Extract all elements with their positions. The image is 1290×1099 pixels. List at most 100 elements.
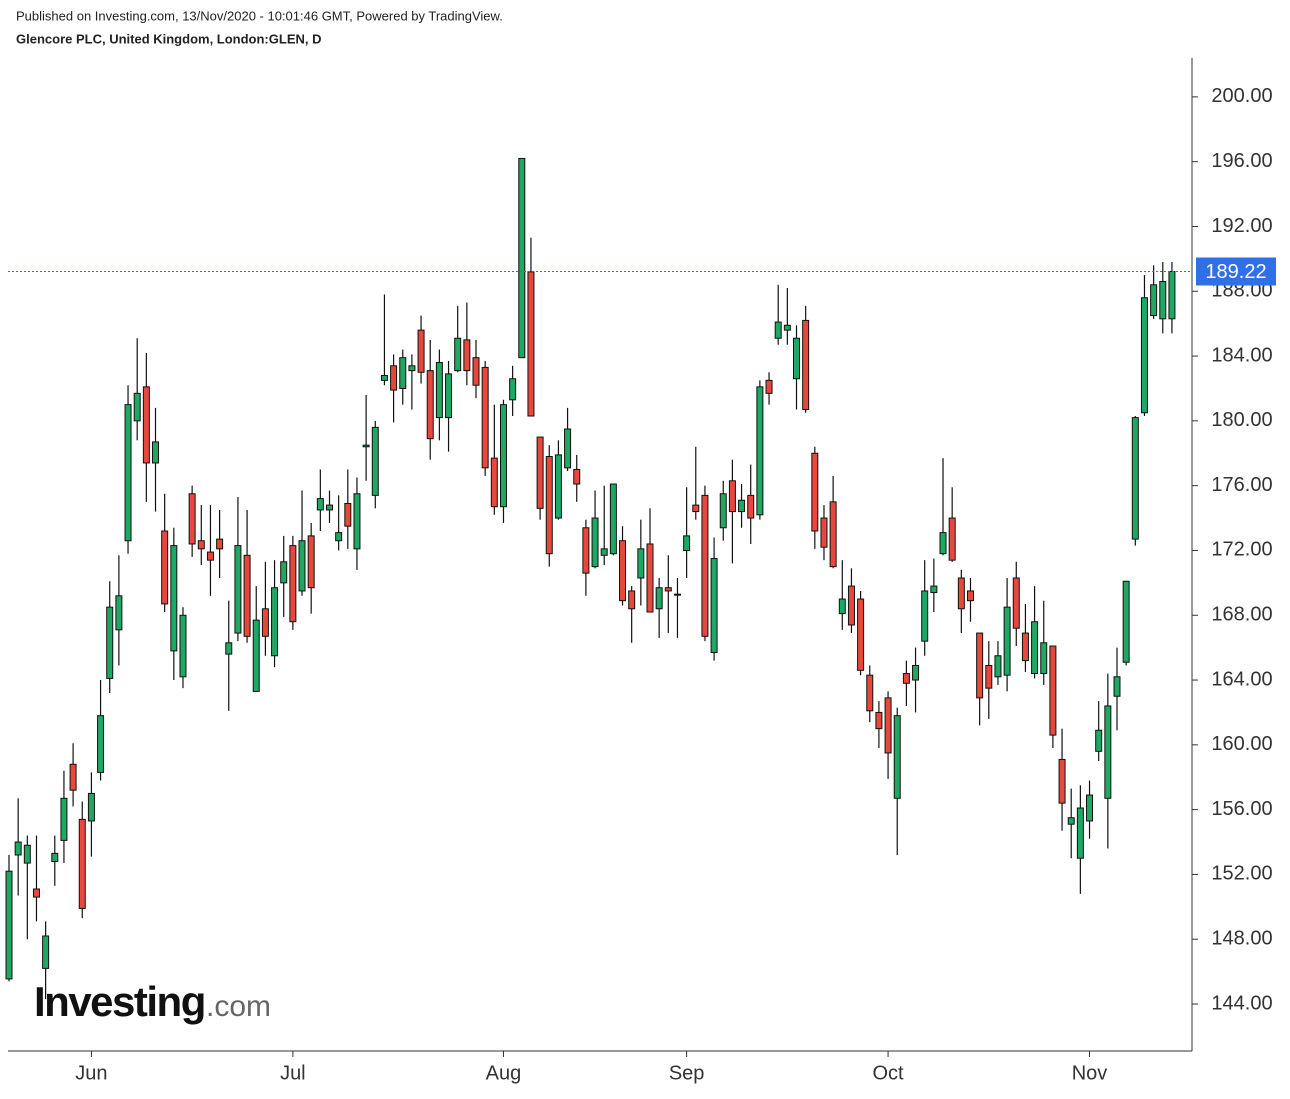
candle-body [554,454,562,519]
candle-body [527,271,535,417]
y-tick-label: 168.00 [1211,604,1272,626]
candle-body [1003,606,1011,676]
candle-body [765,379,773,394]
candle-body [133,392,141,422]
candle-body [188,493,196,545]
candle-body [142,386,150,464]
candle-body [289,545,297,623]
y-tick-label: 156.00 [1211,798,1272,820]
candle-body [829,501,837,568]
candle-body [728,480,736,513]
candle-body [1113,676,1121,697]
candle-body [683,535,691,551]
candle-body [23,844,31,864]
candle-body [591,517,599,568]
candle-body [206,551,214,561]
candle-body [1058,758,1066,804]
candle-body [69,763,77,791]
candle-body [298,540,306,592]
candle-body [42,935,50,969]
candle-body [445,373,453,419]
candle-body [399,357,407,389]
candle-body [307,535,315,589]
candle-body [573,468,581,485]
candle-body [1159,281,1167,320]
candle-body [316,498,324,511]
candle-body [509,378,517,401]
x-tick-label: Oct [873,1062,905,1084]
candle-body [564,428,572,469]
y-tick-label: 172.00 [1211,539,1272,561]
candle-body [252,619,260,692]
candle-body [1122,580,1130,663]
candle-body [344,502,352,527]
candle-body [609,483,617,555]
candle-body [1012,577,1020,629]
candle-body [692,504,700,513]
candle-body [747,494,755,519]
candle-body [362,444,370,448]
candle-body [170,545,178,652]
candle-body [197,540,205,550]
candle-body [756,386,764,516]
candle-body [1140,297,1148,414]
candle-body [371,426,379,496]
candle-body [793,337,801,380]
candle-body [994,655,1002,678]
x-tick-label: Nov [1072,1062,1108,1084]
y-tick-label: 176.00 [1211,474,1272,496]
x-tick-label: Jul [280,1062,306,1084]
candle-body [5,870,13,980]
candle-body [1076,807,1084,859]
last-price-label: 189.22 [1205,261,1266,283]
candle-body [115,595,123,631]
candle-body [353,493,361,550]
candle-body [774,321,782,339]
candle-body [225,642,233,655]
y-tick-label: 180.00 [1211,409,1272,431]
candle-body [417,329,425,373]
candle-body [701,494,709,637]
candle-body [435,362,443,419]
y-tick-label: 192.00 [1211,215,1272,237]
y-tick-label: 164.00 [1211,668,1272,690]
y-tick-label: 200.00 [1211,85,1272,107]
x-tick-label: Jun [75,1062,107,1084]
candle-body [719,493,727,529]
candle-body [655,587,663,610]
candle-body [866,674,874,712]
candle-body [582,527,590,574]
y-tick-label: 184.00 [1211,344,1272,366]
candle-body [957,577,965,610]
candle-body [271,587,279,657]
candle-body [600,548,608,556]
candle-body [280,561,288,584]
candle-body [243,554,251,637]
chart-title: Glencore PLC, United Kingdom, London:GLE… [16,31,322,46]
candle-body [472,357,480,386]
x-tick-label: Aug [486,1062,522,1084]
candle-body [325,504,333,511]
candle-body [902,673,910,684]
candle-body [948,517,956,561]
x-tick-label: Sep [669,1062,705,1084]
candle-body [60,797,68,841]
candle-body [811,452,819,532]
candle-body [106,606,114,679]
candle-body [161,530,169,605]
candle-body [97,715,105,773]
candle-body [664,587,672,592]
last-price-box [1196,257,1276,286]
candle-body [518,157,526,359]
candle-body [234,545,242,634]
candle-body [966,590,974,602]
candle-body [1067,817,1075,825]
watermark-brand: Investing [34,978,205,1025]
candle-body [499,404,507,508]
candle-body [1086,794,1094,822]
y-tick-label: 160.00 [1211,733,1272,755]
candle-body [179,614,187,678]
candle-body [930,585,938,594]
candle-body [820,517,828,548]
candle-body [426,370,434,440]
